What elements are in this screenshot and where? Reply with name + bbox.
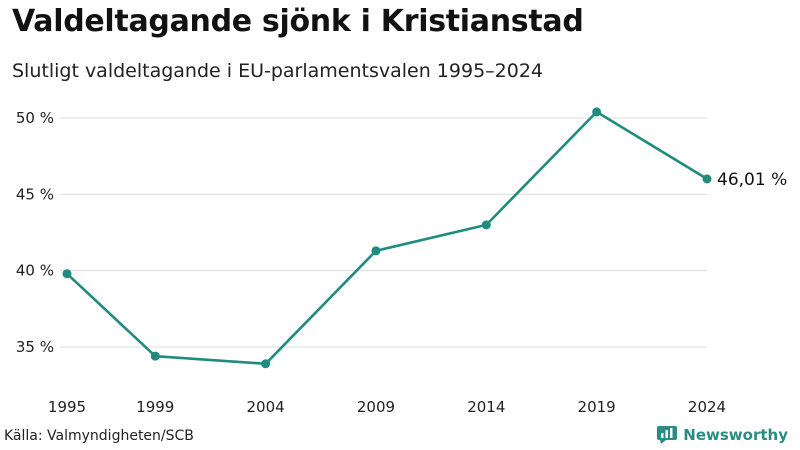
end-value-label: 46,01 %	[717, 170, 787, 190]
data-point-2009	[371, 246, 381, 256]
brand-logo: Newsworthy	[657, 426, 788, 444]
x-tick-label: 2009	[357, 398, 395, 416]
newsworthy-logo-icon	[657, 426, 678, 444]
y-tick-label: 50 %	[16, 109, 54, 127]
chart-title: Valdeltagande sjönk i Kristianstad	[12, 4, 584, 39]
grid-lines	[60, 117, 707, 348]
series-line	[66, 110, 708, 366]
data-point-1999	[150, 351, 160, 361]
data-labels: 46,01 %	[717, 170, 787, 190]
y-tick-label: 35 %	[16, 338, 54, 356]
x-tick-label: 2014	[467, 398, 505, 416]
data-point-2014	[481, 220, 491, 230]
x-tick-label: 1999	[136, 398, 174, 416]
data-point-1995	[62, 269, 72, 279]
x-tick-label: 2024	[688, 398, 726, 416]
data-point-2019	[592, 107, 602, 117]
series-layer	[62, 107, 712, 369]
x-tick-labels: 1995 1999 2004 2009 2014 2019 2024	[48, 398, 726, 416]
chart-subtitle: Slutligt valdeltagande i EU-parlamentsva…	[12, 60, 544, 82]
x-tick-label: 2019	[578, 398, 616, 416]
x-tick-label: 1995	[48, 398, 86, 416]
x-tick-label: 2004	[247, 398, 285, 416]
source-note: Källa: Valmyndigheten/SCB	[4, 428, 194, 444]
data-point-2024	[702, 174, 712, 184]
y-tick-label: 45 %	[16, 185, 54, 203]
y-tick-labels: 35 % 40 % 45 % 50 %	[16, 109, 54, 356]
y-tick-label: 40 %	[16, 262, 54, 280]
brand-name: Newsworthy	[683, 426, 788, 444]
data-point-2004	[261, 359, 271, 369]
